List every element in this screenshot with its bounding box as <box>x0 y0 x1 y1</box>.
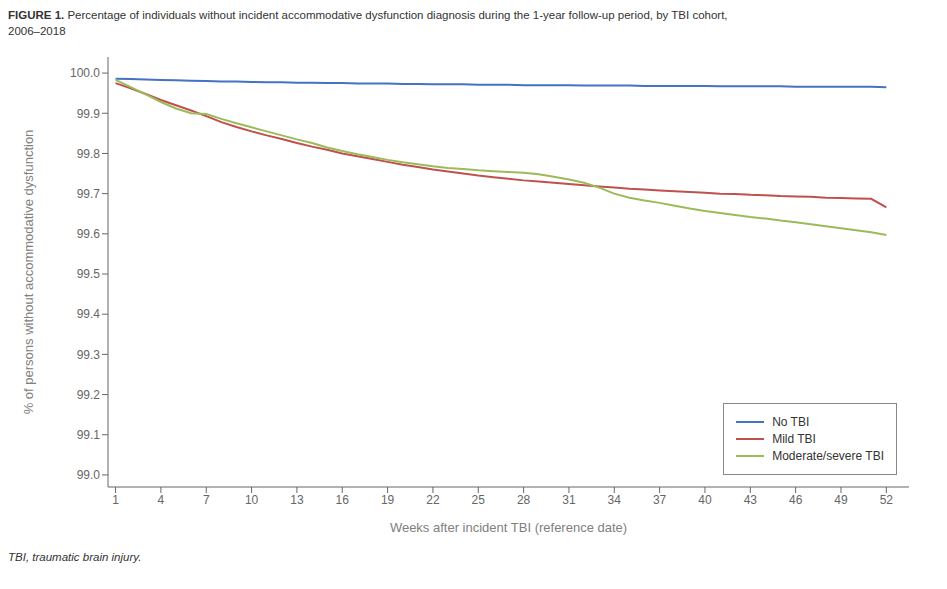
svg-text:31: 31 <box>562 493 576 507</box>
svg-text:7: 7 <box>203 493 210 507</box>
html-text:Moderate/severe TBI: Moderate/severe TBI <box>772 449 884 463</box>
html-text:No TBI: No TBI <box>772 415 810 429</box>
svg-text:19: 19 <box>381 493 395 507</box>
svg-text:99.4: 99.4 <box>77 307 101 321</box>
svg-text:52: 52 <box>880 493 894 507</box>
svg-text:Weeks after incident TBI (refe: Weeks after incident TBI (reference date… <box>390 520 627 535</box>
svg-text:99.1: 99.1 <box>77 428 101 442</box>
svg-text:99.3: 99.3 <box>77 348 101 362</box>
svg-text:99.2: 99.2 <box>77 388 101 402</box>
svg-text:22: 22 <box>426 493 440 507</box>
svg-text:34: 34 <box>608 493 622 507</box>
svg-text:37: 37 <box>653 493 667 507</box>
svg-text:99.7: 99.7 <box>77 187 101 201</box>
svg-text:99.9: 99.9 <box>77 107 101 121</box>
svg-text:% of persons without accommoda: % of persons without accommodative dysfu… <box>21 130 36 415</box>
svg-text:16: 16 <box>336 493 350 507</box>
svg-text:49: 49 <box>834 493 848 507</box>
svg-text:10: 10 <box>245 493 259 507</box>
svg-text:100.0: 100.0 <box>70 66 100 80</box>
svg-text:99.5: 99.5 <box>77 267 101 281</box>
svg-text:40: 40 <box>698 493 712 507</box>
html-text:FIGURE 1. Percentage of indivi: FIGURE 1. Percentage of individuals with… <box>8 9 728 37</box>
svg-text:1: 1 <box>112 493 119 507</box>
html-text:Mild TBI: Mild TBI <box>772 432 816 446</box>
html-text:TBI, traumatic brain injury.: TBI, traumatic brain injury. <box>8 551 142 563</box>
svg-text:4: 4 <box>158 493 165 507</box>
svg-text:13: 13 <box>290 493 304 507</box>
svg-text:43: 43 <box>744 493 758 507</box>
svg-text:28: 28 <box>517 493 531 507</box>
svg-text:99.0: 99.0 <box>77 468 101 482</box>
svg-text:46: 46 <box>789 493 803 507</box>
svg-text:25: 25 <box>472 493 486 507</box>
svg-text:99.8: 99.8 <box>77 147 101 161</box>
svg-text:99.6: 99.6 <box>77 227 101 241</box>
